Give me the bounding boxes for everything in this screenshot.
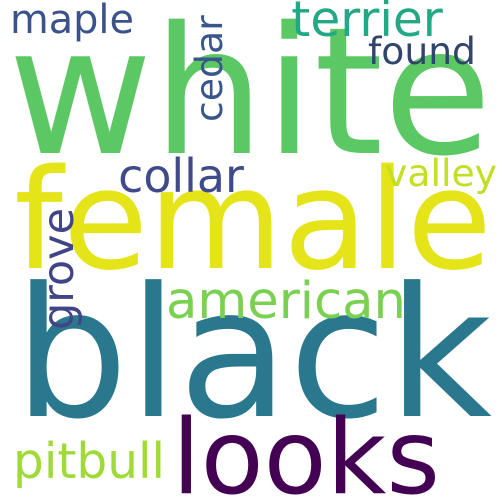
word-found: found [368, 29, 476, 74]
word-black: black [14, 249, 492, 459]
word-collar: collar [118, 149, 244, 204]
word-white: white [8, 0, 492, 195]
word-pitbull: pitbull [12, 433, 166, 490]
word-maple: maple [10, 0, 134, 44]
word-female: female [14, 138, 492, 301]
word-looks: looks [172, 398, 440, 500]
word-cedar: cedar [187, 15, 232, 123]
word-grove: grove [33, 208, 84, 330]
word-valley: valley [385, 151, 497, 196]
word-terrier: terrier [291, 0, 443, 48]
word-american: american [166, 271, 406, 332]
